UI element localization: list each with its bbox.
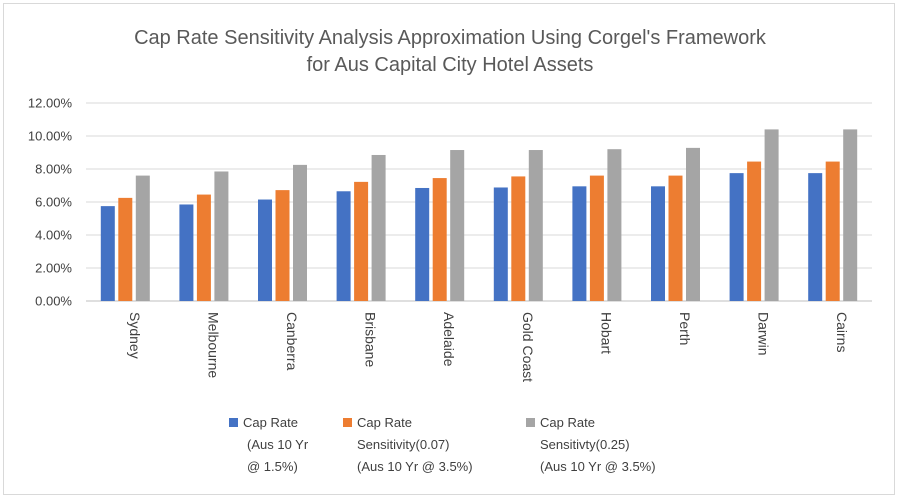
x-tick-label: Canberra — [284, 312, 300, 371]
y-tick-label: 6.00% — [35, 195, 72, 210]
legend-label: Sensitivity(0.07) — [357, 437, 449, 452]
x-tick-label: Hobart — [598, 312, 614, 354]
x-tick-label: Perth — [677, 312, 693, 345]
y-tick-label: 10.00% — [28, 129, 73, 144]
bar — [493, 187, 508, 301]
legend-swatch — [343, 418, 352, 427]
chart-title: Cap Rate Sensitivity Analysis Approximat… — [134, 27, 767, 76]
bar — [843, 129, 858, 301]
y-tick-label: 12.00% — [28, 96, 73, 111]
bar — [100, 206, 115, 301]
legend: Cap Rate (Aus 10 Yr @ 1.5%) Cap Rate Sensiti… — [229, 415, 656, 474]
legend-label: Cap Rate — [540, 415, 595, 430]
x-tick-label: Sydney — [127, 312, 143, 359]
x-tick-label: Cairns — [834, 312, 850, 352]
bar — [118, 197, 133, 301]
y-tick-label: 4.00% — [35, 228, 72, 243]
y-tick-label: 0.00% — [35, 294, 72, 309]
bar — [764, 129, 779, 301]
bar — [196, 194, 211, 301]
bars — [100, 129, 858, 301]
x-tick-label: Melbourne — [205, 312, 221, 378]
bar — [729, 173, 744, 301]
legend-item: Cap Rate (Aus 10 Yr @ 1.5%) — [229, 415, 309, 474]
bar — [258, 199, 272, 301]
bar — [651, 186, 665, 301]
x-tick-label: Adelaide — [441, 312, 457, 367]
legend-item: Cap Rate Sensitivity(0.07) (Aus 10 Yr @ 3.… — [343, 415, 473, 474]
bar — [214, 171, 229, 301]
bar — [808, 173, 823, 301]
bar — [572, 186, 587, 301]
bar — [450, 150, 465, 301]
bar — [589, 175, 604, 301]
y-axis: 0.00% 2.00% 4.00% 6.00% 8.00% 10.00% 12.00% — [28, 96, 73, 309]
bar — [135, 175, 150, 301]
bar — [825, 161, 840, 301]
x-tick-label: Gold Coast — [520, 312, 536, 382]
legend-label: (Aus 10 Yr @ 3.5%) — [357, 459, 473, 474]
bar — [511, 176, 526, 301]
bar — [179, 204, 194, 301]
bar — [668, 175, 683, 301]
legend-item: Cap Rate Sensitivty(0.25) (Aus 10 Yr @ 3.5… — [526, 415, 656, 474]
y-tick-label: 2.00% — [35, 261, 72, 276]
y-tick-label: 8.00% — [35, 162, 72, 177]
legend-label: Cap Rate — [243, 415, 298, 430]
legend-label: @ 1.5%) — [247, 459, 298, 474]
x-tick-label: Darwin — [756, 312, 772, 356]
legend-label: Cap Rate — [357, 415, 412, 430]
bar — [275, 190, 290, 301]
bar — [528, 150, 543, 301]
legend-label: Sensitivty(0.25) — [540, 437, 630, 452]
bar — [371, 154, 386, 301]
bar — [686, 147, 700, 301]
legend-swatch — [526, 418, 535, 427]
bar — [747, 161, 762, 301]
chart-title-line-2: for Aus Capital City Hotel Assets — [307, 54, 594, 76]
bar — [415, 187, 430, 301]
bar — [336, 191, 351, 301]
x-axis: Sydney Melbourne Canberra Brisbane Adelaide G… — [127, 312, 850, 382]
chart-title-line-1: Cap Rate Sensitivity Analysis Approximat… — [134, 27, 767, 49]
legend-swatch — [229, 418, 238, 427]
x-tick-label: Brisbane — [363, 312, 379, 367]
legend-label: (Aus 10 Yr @ 3.5%) — [540, 459, 656, 474]
chart-frame — [3, 3, 895, 495]
bar — [354, 181, 369, 301]
bar — [607, 149, 622, 301]
bar — [432, 178, 447, 301]
legend-label: (Aus 10 Yr — [247, 437, 309, 452]
bar — [293, 164, 307, 301]
